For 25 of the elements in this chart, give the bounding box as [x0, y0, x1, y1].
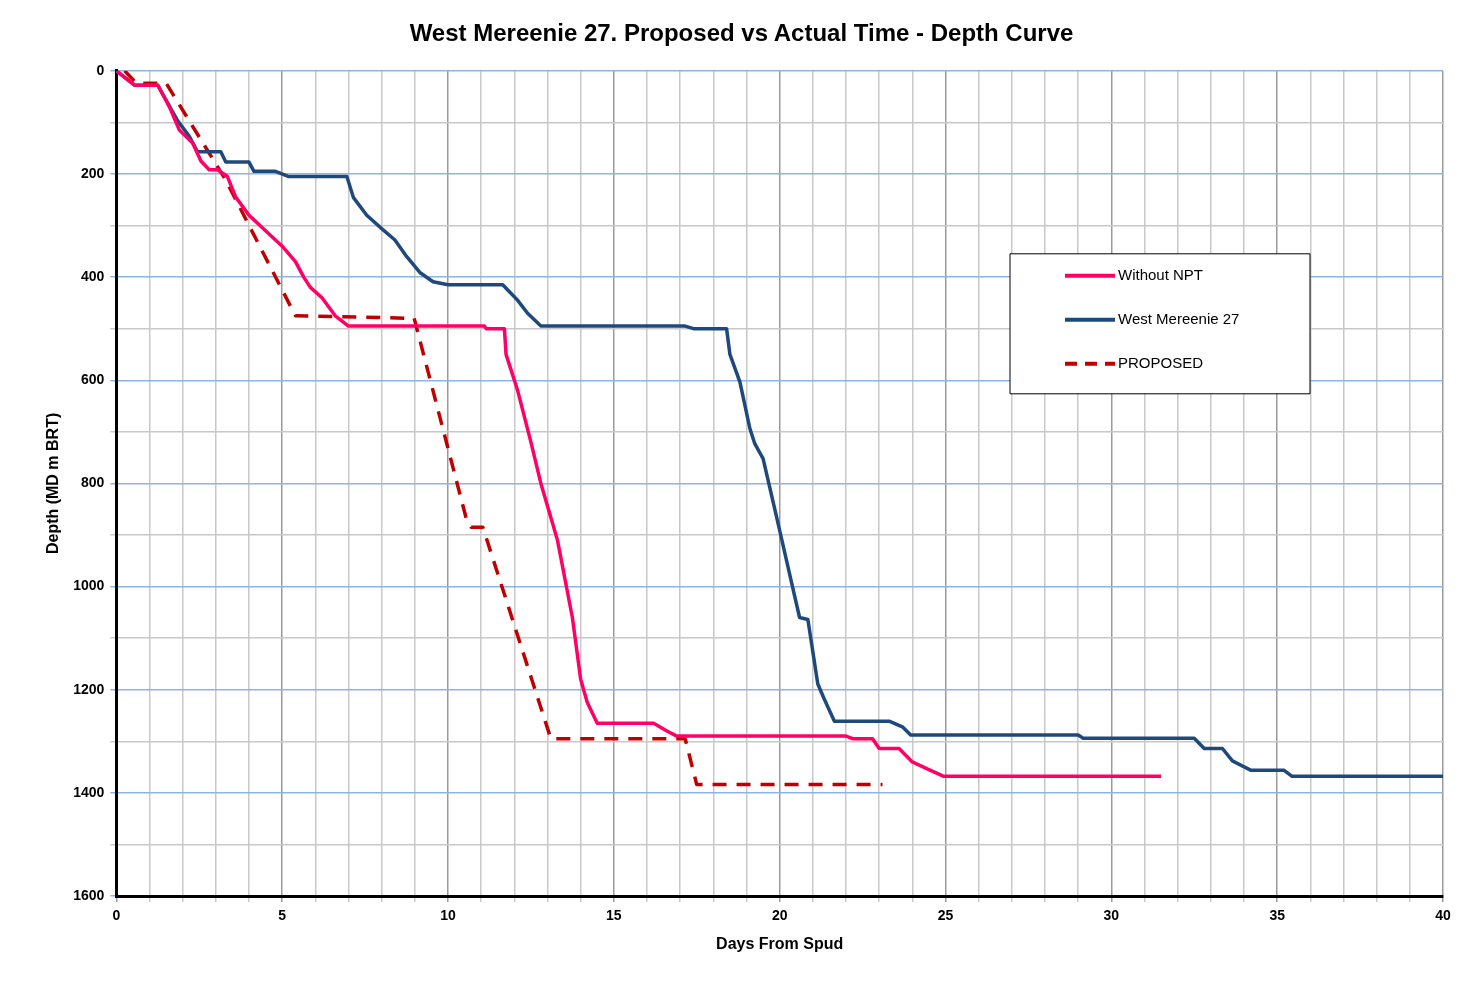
x-tick-label: 30: [1103, 907, 1120, 924]
x-tick-label: 35: [1269, 907, 1286, 924]
y-tick-label: 800: [80, 474, 105, 491]
x-tick-label: 5: [278, 907, 287, 924]
chart-title: West Mereenie 27. Proposed vs Actual Time - Depth Curve: [409, 19, 1074, 47]
y-tick-label: 1000: [73, 577, 105, 594]
legend-label: West Mereenie 27: [1118, 309, 1240, 327]
x-tick-label: 25: [937, 907, 954, 924]
x-axis-title: Days From Spud: [716, 934, 844, 952]
legend-label: Without NPT: [1118, 265, 1204, 283]
x-tick-label: 20: [771, 907, 788, 924]
x-tick-label: 0: [112, 907, 121, 924]
y-tick-label: 0: [96, 61, 105, 78]
x-tick-label: 40: [1435, 907, 1451, 924]
y-tick-label: 1200: [73, 680, 105, 697]
y-tick-label: 1600: [73, 886, 105, 903]
x-tick-label: 10: [440, 907, 457, 924]
x-tick-label: 15: [606, 907, 622, 924]
y-tick-label: 1400: [73, 783, 105, 800]
y-tick-label: 600: [80, 371, 105, 388]
y-tick-label: 400: [80, 267, 105, 284]
y-tick-label: 200: [80, 164, 105, 181]
line-series: [122, 70, 885, 787]
y-axis-title: Depth (MD m BRT): [44, 412, 62, 555]
legend-label: PROPOSED: [1118, 353, 1204, 371]
